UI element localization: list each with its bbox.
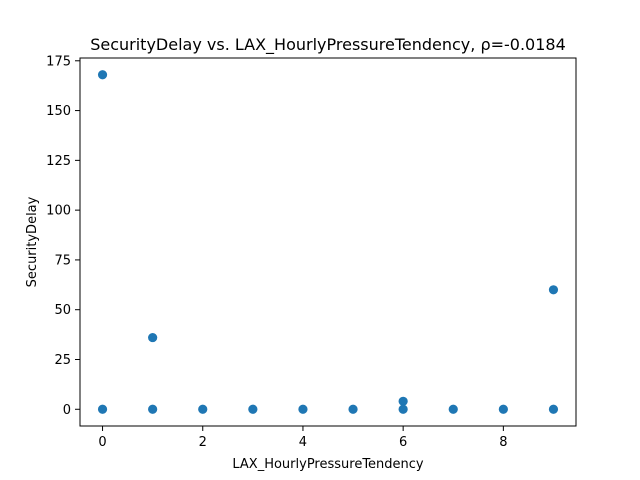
- chart-title: SecurityDelay vs. LAX_HourlyPressureTend…: [90, 35, 566, 55]
- x-tick-label-4: 8: [499, 435, 507, 450]
- data-point-0: [97, 70, 108, 80]
- data-point-9: [398, 404, 408, 414]
- data-point-13: [548, 404, 559, 414]
- plot-area-frame: [79, 57, 577, 427]
- data-point-2: [148, 332, 158, 343]
- data-point-6: [298, 404, 308, 414]
- y-tick-label-5: 125: [46, 154, 71, 169]
- x-tick-label-2: 4: [299, 435, 307, 450]
- data-point-5: [248, 404, 258, 414]
- data-point-11: [498, 404, 508, 414]
- x-tick-label-3: 6: [399, 435, 407, 450]
- data-points: [97, 70, 559, 414]
- x-axis-label: LAX_HourlyPressureTendency: [232, 457, 424, 472]
- x-axis-ticks: 0 2 4 6 8: [98, 426, 507, 450]
- data-point-1: [97, 404, 108, 414]
- y-tick-label-6: 150: [46, 104, 71, 119]
- data-point-10: [448, 404, 458, 414]
- y-tick-label-2: 50: [54, 303, 71, 318]
- y-axis-ticks: 0 25 50 75 100 125 150 175: [46, 54, 80, 418]
- y-axis-label: SecurityDelay: [25, 196, 40, 287]
- data-point-12: [548, 285, 559, 295]
- data-point-3: [148, 404, 158, 414]
- data-point-8: [398, 396, 408, 406]
- x-tick-label-0: 0: [98, 435, 106, 450]
- data-point-7: [348, 404, 358, 414]
- y-tick-label-0: 0: [63, 403, 71, 418]
- y-tick-label-4: 100: [46, 204, 71, 219]
- data-point-4: [198, 404, 208, 414]
- y-tick-label-1: 25: [54, 353, 71, 368]
- x-tick-label-1: 2: [199, 435, 207, 450]
- y-tick-label-3: 75: [54, 253, 71, 268]
- y-tick-label-7: 175: [46, 54, 71, 69]
